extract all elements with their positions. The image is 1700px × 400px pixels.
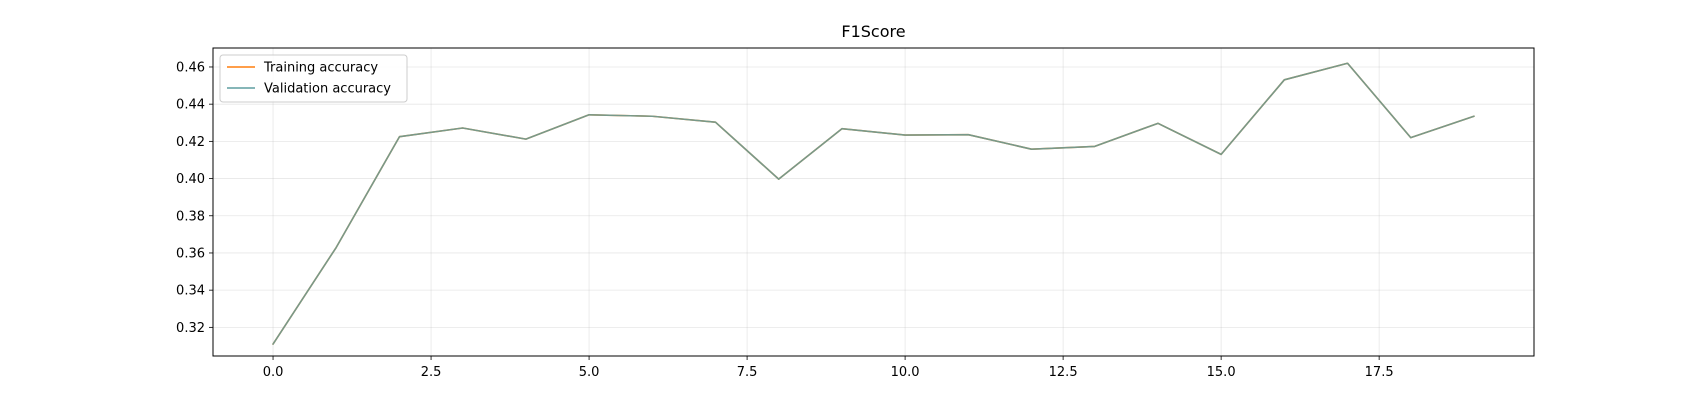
legend-box — [219, 54, 408, 103]
y-tick-label: 0.44 — [176, 98, 205, 113]
legend-label-training-accuracy: Training accuracy — [263, 61, 378, 76]
y-tick-label: 0.46 — [176, 60, 205, 75]
y-tick-label: 0.32 — [176, 321, 205, 336]
plot-frame — [212, 47, 1535, 357]
x-tick-label: 2.5 — [421, 365, 442, 380]
x-tick-label: 15.0 — [1207, 365, 1236, 380]
y-axis: 0.32 0.34 0.36 0.38 0.40 0.42 0.44 0.46 — [176, 60, 213, 336]
series-lines — [272, 62, 1475, 345]
y-tick-label: 0.36 — [176, 246, 205, 261]
x-tick-label: 7.5 — [737, 365, 758, 380]
y-tick-label: 0.42 — [176, 135, 205, 150]
x-tick-label: 10.0 — [891, 365, 920, 380]
chart-title: F1Score — [841, 22, 905, 41]
legend: Training accuracy Validation accuracy — [219, 54, 408, 103]
x-axis: 0.0 2.5 5.0 7.5 10.0 12.5 15.0 17.5 — [263, 356, 1394, 380]
y-tick-label: 0.38 — [176, 209, 205, 224]
x-tick-label: 0.0 — [263, 365, 284, 380]
legend-label-validation-accuracy: Validation accuracy — [264, 82, 391, 97]
x-tick-label: 17.5 — [1365, 365, 1394, 380]
series-line-validation-accuracy — [272, 62, 1475, 345]
y-tick-label: 0.34 — [176, 284, 205, 299]
y-tick-label: 0.40 — [176, 172, 205, 187]
grid-lines — [213, 48, 1534, 356]
plot-area — [213, 48, 1534, 356]
x-tick-label: 5.0 — [579, 365, 600, 380]
x-tick-label: 12.5 — [1049, 365, 1078, 380]
